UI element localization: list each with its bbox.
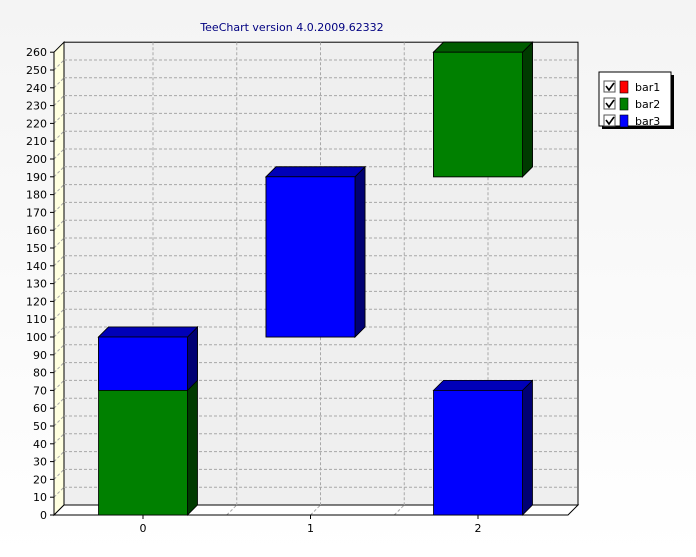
y-tick-label: 40 <box>33 438 47 451</box>
y-tick-label: 30 <box>33 456 47 469</box>
bar-bar3-0 <box>97 326 199 392</box>
grid-line <box>53 469 65 480</box>
bar-front <box>265 176 356 338</box>
y-tick-label: 140 <box>26 260 47 273</box>
legend-checkbox[interactable] <box>603 114 616 127</box>
y-tick-label: 120 <box>26 295 47 308</box>
legend-label: bar1 <box>635 81 660 94</box>
check-icon <box>605 99 615 109</box>
bar-side <box>354 165 366 338</box>
grid-line <box>53 219 65 231</box>
grid-line <box>53 130 65 142</box>
y-tick-label: 130 <box>26 278 47 291</box>
grid-line <box>53 237 65 249</box>
grid-line <box>393 504 405 516</box>
grid-line <box>53 59 65 71</box>
y-tick-label: 50 <box>33 420 47 433</box>
y-tick-label: 80 <box>33 367 47 380</box>
grid-line <box>310 504 321 516</box>
bar-side <box>187 326 198 392</box>
grid-line <box>53 202 65 213</box>
legend-item-bar1[interactable]: bar1 <box>603 80 660 94</box>
y-tick-label: 260 <box>26 46 47 59</box>
grid-line <box>53 362 65 373</box>
bar-bar3-2 <box>432 379 534 516</box>
chart-title: TeeChart version 4.0.2009.62332 <box>199 21 383 34</box>
y-tick-label: 110 <box>26 313 47 326</box>
grid-line <box>53 451 65 462</box>
check-icon <box>605 82 615 92</box>
bar-top <box>97 326 199 338</box>
grid-line <box>53 308 65 320</box>
bar-bar2-2 <box>432 41 534 178</box>
y-tick-label: 10 <box>33 491 47 504</box>
grid-line <box>53 380 65 391</box>
bar-top <box>432 379 534 391</box>
grid-line <box>226 504 238 516</box>
grid-line <box>53 433 65 445</box>
legend-checkbox[interactable] <box>603 97 616 110</box>
y-tick-label: 190 <box>26 171 47 184</box>
legend-swatch <box>619 97 629 111</box>
grid-line <box>53 326 65 338</box>
x-tick-label: 1 <box>307 522 314 535</box>
y-tick-label: 0 <box>40 509 47 522</box>
grid-line <box>53 113 65 124</box>
bar-front <box>433 389 523 516</box>
grid-line <box>53 77 65 89</box>
y-tick-label: 100 <box>26 331 47 344</box>
grid-line <box>53 273 65 284</box>
y-tick-label: 210 <box>26 135 47 148</box>
bar-top <box>265 166 366 178</box>
y-tick-label: 170 <box>26 206 47 219</box>
y-tick-label: 240 <box>26 82 47 95</box>
bar-front <box>433 51 523 178</box>
bar-side <box>522 379 533 516</box>
grid-line <box>53 415 65 427</box>
legend-item-bar3[interactable]: bar3 <box>603 114 660 128</box>
y-tick-label: 200 <box>26 153 47 166</box>
bar-side <box>522 41 533 178</box>
y-tick-label: 160 <box>26 224 47 237</box>
legend-checkbox[interactable] <box>603 80 616 93</box>
y-tick-label: 70 <box>33 384 47 397</box>
y-tick-label: 20 <box>33 473 47 486</box>
bar-bar3-1 <box>265 165 366 338</box>
bar-top <box>432 41 534 53</box>
grid-line <box>53 148 65 160</box>
bar-front <box>98 336 188 391</box>
grid-line <box>53 166 65 178</box>
grid-line <box>53 291 65 302</box>
y-tick-label: 90 <box>33 349 47 362</box>
legend-item-bar2[interactable]: bar2 <box>603 97 660 111</box>
legend-swatch <box>619 80 629 94</box>
grid-line <box>53 255 65 267</box>
grid-line <box>53 184 65 195</box>
grid-line <box>53 486 65 498</box>
legend-label: bar2 <box>635 98 660 111</box>
grid-line <box>53 397 65 409</box>
legend-swatch <box>619 114 629 128</box>
y-tick-label: 180 <box>26 189 47 202</box>
legend-label: bar3 <box>635 115 660 128</box>
grid-line <box>53 344 65 356</box>
y-tick-label: 220 <box>26 117 47 130</box>
y-tick-label: 150 <box>26 242 47 255</box>
x-tick-label: 2 <box>475 522 482 535</box>
y-tick-label: 60 <box>33 402 47 415</box>
x-tick-label: 0 <box>140 522 147 535</box>
y-tick-label: 230 <box>26 100 47 113</box>
grid-line <box>53 95 65 106</box>
check-icon <box>605 116 615 126</box>
y-tick-label: 250 <box>26 64 47 77</box>
